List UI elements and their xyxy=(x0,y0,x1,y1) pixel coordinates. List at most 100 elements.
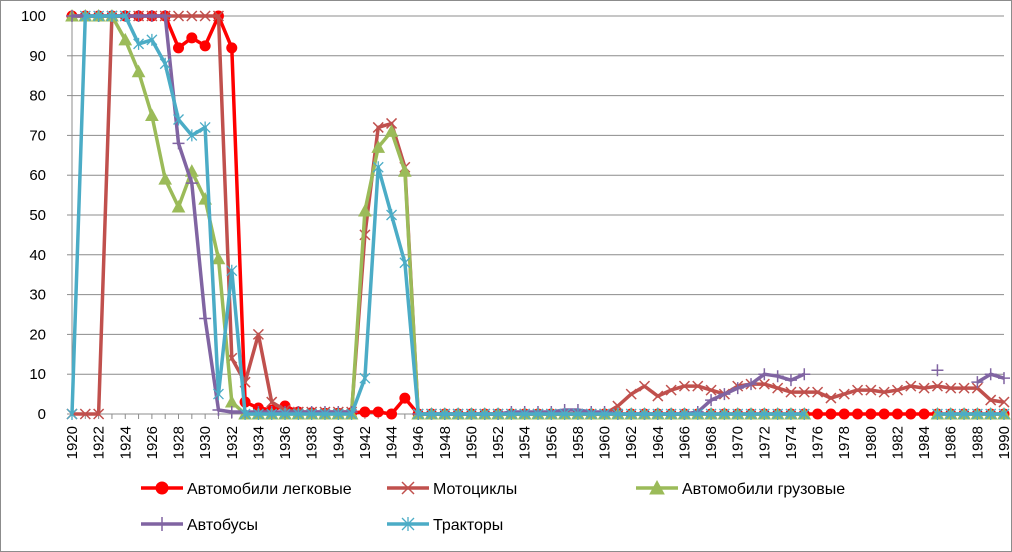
x-tick-label: 1930 xyxy=(197,426,214,459)
data-point xyxy=(186,32,198,44)
data-point xyxy=(625,408,637,420)
series-5 xyxy=(66,10,1010,420)
gridlines xyxy=(72,15,1004,375)
data-point xyxy=(798,408,810,420)
data-point xyxy=(212,404,225,417)
data-point xyxy=(212,10,224,22)
data-point xyxy=(332,408,344,420)
data-point xyxy=(772,408,784,420)
y-tick-label: 50 xyxy=(29,207,46,224)
data-point xyxy=(878,386,890,398)
data-point xyxy=(319,408,331,420)
x-tick-label: 1980 xyxy=(863,426,880,459)
data-point xyxy=(732,408,744,420)
data-point xyxy=(852,408,864,420)
data-point xyxy=(398,164,412,177)
data-point xyxy=(705,394,718,407)
data-point xyxy=(159,10,172,22)
data-point xyxy=(625,388,637,400)
data-point xyxy=(532,408,544,420)
data-point xyxy=(384,124,399,137)
data-point xyxy=(612,408,624,420)
series-lines xyxy=(65,8,1011,420)
data-point xyxy=(865,408,877,420)
data-point xyxy=(612,400,624,412)
x-tick-label: 1950 xyxy=(463,426,480,459)
data-point xyxy=(173,113,184,126)
data-point xyxy=(465,408,477,420)
data-point xyxy=(825,392,837,404)
x-tick-label: 1966 xyxy=(676,426,693,459)
x-tick-label: 1988 xyxy=(969,426,986,459)
data-point xyxy=(172,137,185,150)
data-point xyxy=(572,408,584,420)
y-tick-label: 60 xyxy=(29,167,46,184)
data-point xyxy=(132,10,145,22)
x-tick-label: 1938 xyxy=(304,426,321,459)
data-point xyxy=(131,64,146,78)
data-point xyxy=(758,408,770,420)
data-point xyxy=(372,406,384,418)
x-tick-label: 1932 xyxy=(224,426,241,459)
data-point xyxy=(199,121,211,134)
data-point xyxy=(705,384,717,396)
data-point xyxy=(239,408,251,420)
legend-item: Тракторы xyxy=(387,517,503,534)
x-tick-label: 1952 xyxy=(490,426,507,459)
data-point xyxy=(785,386,797,398)
data-point xyxy=(958,408,970,420)
data-point xyxy=(359,372,371,385)
data-point xyxy=(649,479,665,495)
x-tick-label: 1936 xyxy=(277,426,294,459)
data-point xyxy=(891,408,903,420)
x-tick-label: 1956 xyxy=(543,426,560,459)
data-point xyxy=(852,384,864,396)
data-point xyxy=(225,406,238,419)
data-point xyxy=(439,408,451,420)
x-tick-label: 1934 xyxy=(250,426,267,459)
data-point xyxy=(692,380,704,392)
data-point xyxy=(812,408,824,420)
y-axis-tick-labels: 0 10 20 30 40 50 60 70 80 90 100 xyxy=(21,8,46,423)
data-point xyxy=(785,408,797,420)
data-point xyxy=(401,481,415,495)
y-tick-label: 80 xyxy=(29,88,46,105)
y-tick-label: 0 xyxy=(38,406,46,423)
data-point xyxy=(798,368,811,381)
data-point xyxy=(386,117,398,129)
data-point xyxy=(771,370,784,383)
data-point xyxy=(652,390,664,402)
data-point xyxy=(266,396,278,408)
data-point xyxy=(224,395,239,408)
y-tick-label: 10 xyxy=(29,366,46,383)
data-point xyxy=(878,408,890,420)
x-tick-label: 1978 xyxy=(836,426,853,459)
data-point xyxy=(155,517,169,531)
data-point xyxy=(638,380,651,392)
x-tick-label: 1922 xyxy=(91,426,108,459)
data-point xyxy=(358,203,372,217)
x-tick-label: 1968 xyxy=(703,426,720,459)
data-point xyxy=(118,32,133,46)
data-point xyxy=(545,408,557,420)
x-tick-label: 1944 xyxy=(384,426,401,459)
data-point xyxy=(173,42,185,54)
data-point xyxy=(825,408,837,420)
data-point xyxy=(665,384,677,396)
legend: Автомобили легковые Мотоциклы Автомобили г… xyxy=(141,479,845,534)
y-tick-label: 20 xyxy=(29,326,46,343)
data-point xyxy=(66,408,78,420)
data-point xyxy=(372,161,384,174)
data-point xyxy=(211,251,226,265)
x-tick-label: 1958 xyxy=(570,426,587,459)
data-point xyxy=(918,382,930,394)
data-point xyxy=(292,408,304,420)
data-point xyxy=(678,408,690,420)
data-point xyxy=(158,172,173,185)
data-point xyxy=(79,10,91,22)
data-point xyxy=(718,408,730,420)
data-point xyxy=(905,380,917,392)
data-point xyxy=(226,264,238,277)
data-point xyxy=(93,408,105,420)
